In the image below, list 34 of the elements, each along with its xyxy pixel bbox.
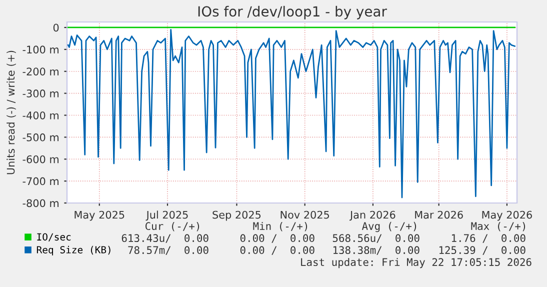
- x-tick-label: Sep 2025: [212, 210, 261, 221]
- x-tick-label: Mar 2026: [415, 210, 463, 219]
- y-tick-label: -700 m: [22, 177, 58, 186]
- line-series: [67, 28, 516, 198]
- text: Max (-/+): [471, 222, 526, 232]
- text: 138.38m/ 0.00: [333, 246, 420, 255]
- x-tick-label: May 2025: [74, 210, 124, 221]
- y-tick-label: -800 m: [22, 199, 58, 208]
- text: 568.56u/ 0.00: [332, 234, 420, 243]
- text: 0.00 / 0.00: [240, 234, 314, 243]
- x-tick-label: Nov 2025: [280, 210, 330, 219]
- chart-title: IOs for /dev/loop1 - by year: [198, 6, 387, 20]
- text: 1.76 / 0.00: [452, 234, 526, 243]
- text: Min (-/+): [253, 222, 308, 232]
- y-tick-label: -300 m: [22, 90, 58, 98]
- text: 125.39 / 0.00: [439, 246, 526, 255]
- y-tick-label: -600 m: [22, 155, 58, 164]
- text: 613.43u/ 0.00: [122, 234, 208, 243]
- text: Avg (-/+): [362, 222, 416, 232]
- legend-label: Req Size (KB): [36, 246, 110, 256]
- text: Cur (-/+): [145, 222, 200, 232]
- y-axis-title: Units read (-) / write (+): [6, 50, 16, 174]
- x-tick-label: Jul 2025: [146, 210, 188, 221]
- text: 78.57m/ 0.00: [128, 246, 208, 255]
- y-tick-label: -200 m: [22, 68, 58, 76]
- y-tick-label: -100 m: [22, 46, 58, 54]
- y-tick-label: 0: [53, 24, 59, 32]
- text: Last update: Fri May 22 17:05:15 2026: [301, 258, 532, 268]
- y-tick-label: -500 m: [22, 133, 58, 142]
- x-tick-label: May 2026: [482, 210, 532, 221]
- text: 0.00 / 0.00: [240, 246, 314, 255]
- y-tick-label: -400 m: [22, 111, 58, 120]
- x-tick-label: Jan 2026: [349, 210, 396, 221]
- legend-label: IO/sec: [37, 233, 71, 242]
